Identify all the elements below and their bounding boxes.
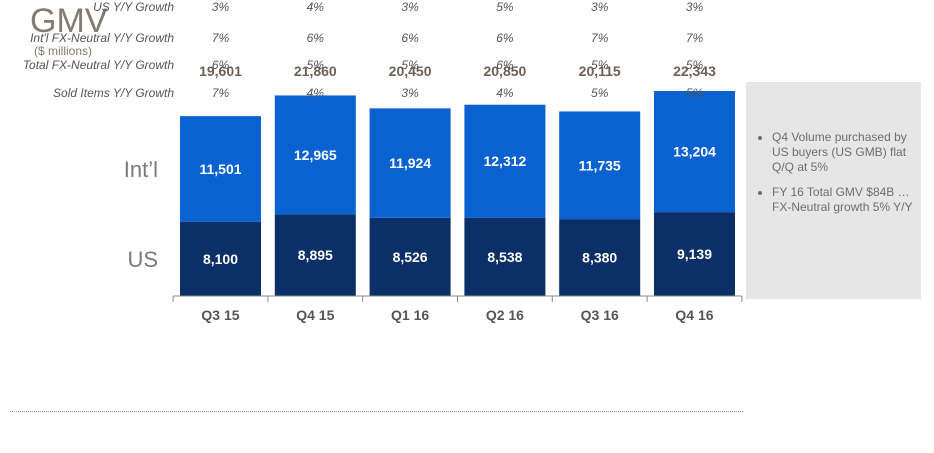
bar-us: [559, 219, 641, 296]
growth-cell: 5%: [685, 86, 704, 100]
growth-row-label: Sold Items Y/Y Growth: [53, 86, 174, 100]
bar-us: [464, 217, 546, 296]
bar-label-intl: 13,204: [673, 144, 716, 160]
x-tick-label: Q3 15: [201, 307, 239, 323]
growth-cell: 7%: [211, 86, 230, 100]
growth-cell: 4%: [306, 86, 324, 100]
growth-cell: 7%: [211, 31, 230, 45]
page-title: GMV: [30, 2, 108, 40]
growth-cell: 5%: [496, 0, 514, 14]
bar-label-us: 8,100: [203, 251, 238, 267]
growth-cell: 6%: [496, 31, 514, 45]
bar-us: [180, 221, 261, 296]
bar-intl: [180, 116, 261, 222]
series-label-intl: Int’l: [124, 157, 158, 182]
x-tick-label: Q4 16: [675, 307, 713, 323]
bar-intl: [464, 104, 546, 218]
note-item: Q4 Volume purchased by US buyers (US GMB…: [772, 130, 913, 175]
bar-label-us: 8,526: [393, 249, 428, 265]
bar-us: [274, 214, 356, 296]
table-row: Sold Items Y/Y Growth 7% 4% 3% 4% 5% 5%: [0, 86, 760, 106]
growth-cell: 3%: [685, 0, 704, 14]
growth-row-label: US Y/Y Growth: [93, 0, 174, 14]
growth-cell: 5%: [306, 58, 324, 72]
bar-label-us: 8,538: [487, 249, 522, 265]
total-label: 20,450: [389, 63, 432, 79]
growth-cell: 4%: [306, 0, 324, 14]
total-label: 19,601: [199, 63, 242, 79]
growth-cell: 3%: [401, 0, 419, 14]
total-label: 20,850: [483, 63, 526, 79]
bar-label-intl: 12,312: [483, 153, 526, 169]
total-label: 21,860: [294, 63, 337, 79]
bar-intl: [274, 95, 356, 215]
growth-row-label: Total FX-Neutral Y/Y Growth: [22, 58, 174, 72]
x-tick-label: Q4 15: [296, 307, 334, 323]
growth-cell: 5%: [685, 58, 704, 72]
growth-cell: 4%: [496, 86, 514, 100]
growth-cell: 7%: [685, 31, 704, 45]
note-item: FY 16 Total GMV $84B … FX-Neutral growth…: [772, 185, 913, 215]
growth-cell: 3%: [211, 0, 230, 14]
growth-cell: 7%: [591, 31, 609, 45]
bar-label-intl: 12,965: [294, 147, 337, 163]
bar-us: [369, 217, 451, 296]
notes-list: Q4 Volume purchased by US buyers (US GMB…: [758, 130, 913, 215]
series-label-us: US: [127, 247, 158, 272]
growth-cell: 5%: [401, 58, 419, 72]
bar-label-us: 8,895: [298, 247, 333, 263]
bar-label-us: 9,139: [677, 246, 712, 262]
table-divider: [10, 411, 743, 412]
x-tick-label: Q1 16: [391, 307, 429, 323]
x-tick-label: Q2 16: [486, 307, 524, 323]
growth-cell: 6%: [306, 31, 324, 45]
growth-row-label: Int'l FX-Neutral Y/Y Growth: [30, 31, 174, 45]
total-label: 20,115: [579, 63, 621, 79]
bar-intl: [369, 108, 451, 218]
total-label: 22,343: [673, 63, 716, 79]
bar-intl: [559, 111, 641, 220]
x-tick-label: Q3 16: [581, 307, 619, 323]
table-row: Int'l FX-Neutral Y/Y Growth 7% 6% 6% 6% 7% 7%: [0, 31, 760, 51]
table-row: Total FX-Neutral Y/Y Growth 6% 5% 5% 6% 5% 5%: [0, 58, 760, 78]
growth-cell: 3%: [401, 86, 419, 100]
bar-intl: [654, 91, 735, 213]
bar-label-intl: 11,501: [199, 161, 241, 177]
growth-cell: 6%: [401, 31, 419, 45]
growth-cell: 3%: [591, 0, 609, 14]
table-row: US Y/Y Growth 3% 4% 3% 5% 3% 3%: [0, 0, 760, 20]
growth-cell: 5%: [591, 58, 609, 72]
bar-label-us: 8,380: [582, 250, 617, 266]
growth-cell: 6%: [496, 58, 514, 72]
page-subtitle: ($ millions): [34, 44, 93, 58]
growth-cell: 6%: [211, 58, 230, 72]
growth-cell: 5%: [591, 86, 609, 100]
bar-label-intl: 11,735: [579, 157, 621, 173]
notes-panel: Q4 Volume purchased by US buyers (US GMB…: [746, 82, 921, 299]
bar-label-intl: 11,924: [389, 155, 431, 171]
bar-us: [654, 212, 735, 296]
